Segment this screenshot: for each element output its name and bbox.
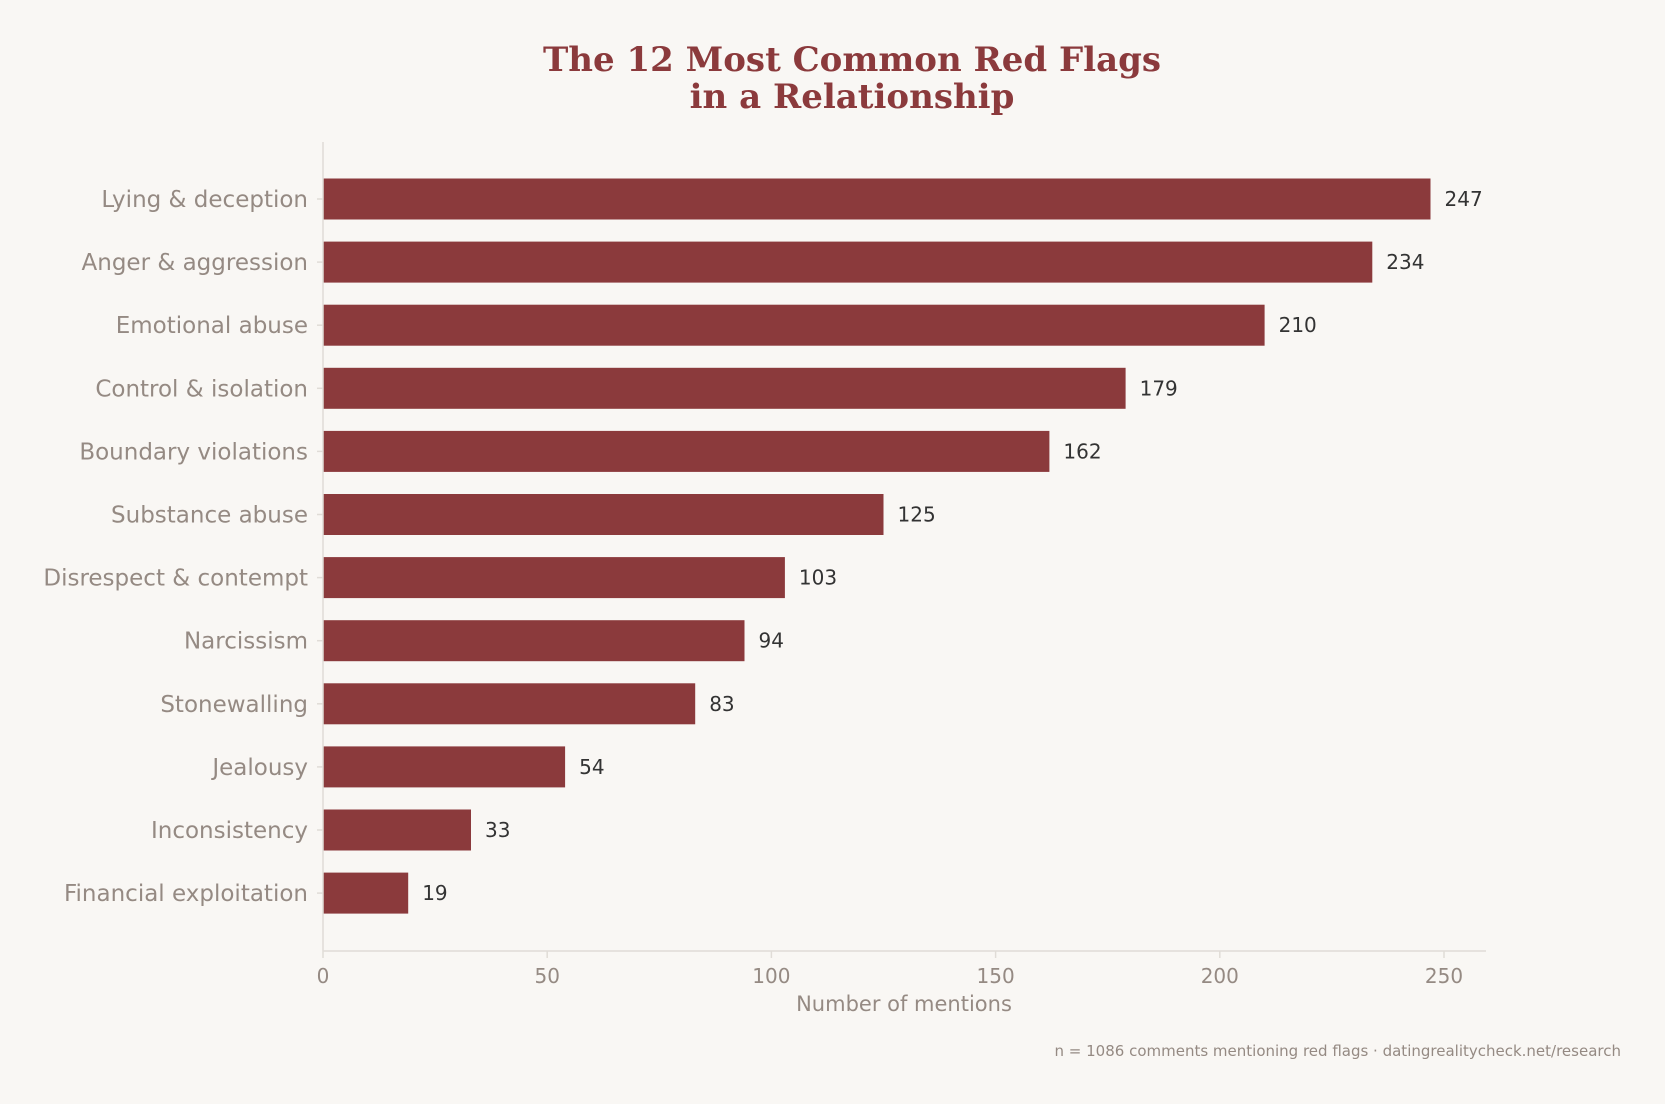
data-label: 162 <box>1063 439 1101 463</box>
category-label: Inconsistency <box>151 818 308 844</box>
category-label: Substance abuse <box>111 503 308 529</box>
x-tick-label: 0 <box>317 964 330 988</box>
bar <box>323 557 785 599</box>
category-label: Jealousy <box>210 755 308 781</box>
data-label: 179 <box>1140 376 1178 400</box>
category-label: Stonewalling <box>160 692 308 718</box>
data-label: 83 <box>709 692 734 716</box>
data-label: 94 <box>759 629 784 653</box>
chart-title-line-1: The 12 Most Common Red Flags <box>543 40 1161 80</box>
data-label: 33 <box>485 818 510 842</box>
footnote: n = 1086 comments mentioning red flags ·… <box>1055 1042 1621 1060</box>
data-label: 19 <box>422 881 447 905</box>
data-label: 103 <box>799 566 837 590</box>
category-label: Disrespect & contempt <box>43 566 308 592</box>
bar <box>323 430 1050 472</box>
data-label: 125 <box>898 503 936 527</box>
bar <box>323 494 884 535</box>
bar <box>323 620 745 662</box>
category-label: Financial exploitation <box>64 881 308 907</box>
bars-layer: Lying & deception 247 Anger & aggression 23… <box>43 178 1483 914</box>
bar <box>323 367 1126 409</box>
data-label: 210 <box>1279 313 1317 337</box>
bar <box>323 241 1373 283</box>
category-label: Narcissism <box>184 629 308 655</box>
x-tick-label: 250 <box>1425 964 1463 988</box>
x-tick-label: 100 <box>752 964 790 988</box>
data-label: 54 <box>579 755 604 779</box>
x-tick-label: 200 <box>1201 964 1239 988</box>
data-label: 234 <box>1386 250 1424 274</box>
bar <box>323 178 1431 220</box>
data-label: 247 <box>1445 187 1483 211</box>
bar <box>323 304 1265 346</box>
bar <box>323 872 409 914</box>
x-axis-title: Number of mentions <box>796 992 1012 1016</box>
x-tick-label: 50 <box>534 964 559 988</box>
bar <box>323 746 566 788</box>
x-tick-label: 150 <box>977 964 1015 988</box>
category-label: Lying & deception <box>101 187 308 213</box>
bar <box>323 683 696 725</box>
category-label: Emotional abuse <box>116 313 308 339</box>
category-label: Boundary violations <box>79 439 308 465</box>
category-label: Control & isolation <box>95 376 308 402</box>
chart-title-line-2: in a Relationship <box>690 77 1015 117</box>
axes-layer: 0 50 100 150 200 250 <box>317 142 1486 988</box>
category-label: Anger & aggression <box>82 250 308 276</box>
bar <box>323 809 471 851</box>
